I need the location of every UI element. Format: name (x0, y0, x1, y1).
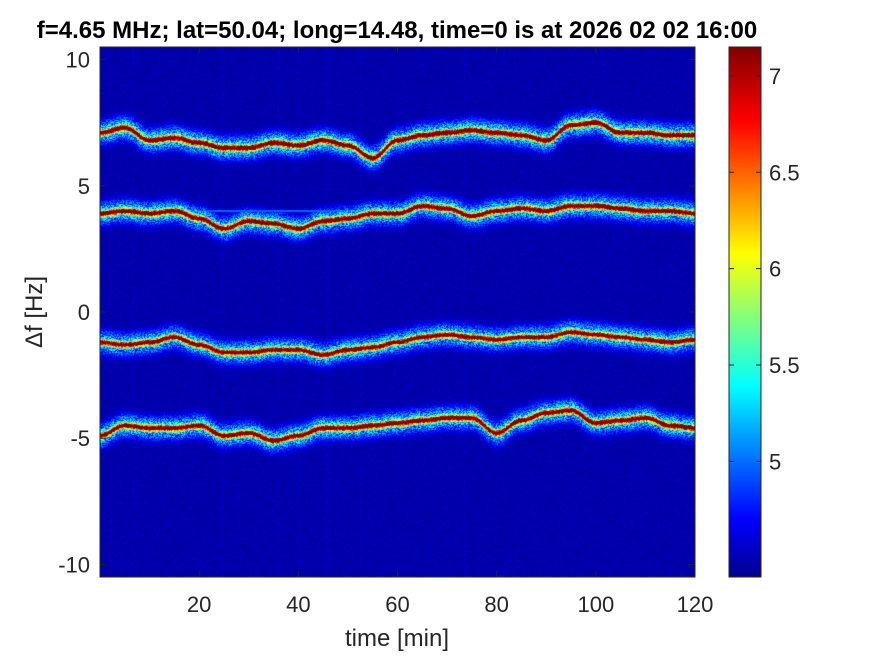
colorbar (728, 46, 762, 578)
colorbar-tick-label: 5 (769, 449, 781, 474)
x-tick-label: 120 (677, 592, 714, 617)
x-tick-label: 60 (385, 592, 409, 617)
x-tick-label: 20 (187, 592, 211, 617)
y-axis-ticks: -10 -5 0 5 10 (58, 48, 695, 577)
x-tick-label: 100 (577, 592, 614, 617)
y-tick-label: 5 (78, 174, 90, 199)
x-tick-label: 80 (484, 592, 508, 617)
y-tick-label: -5 (70, 426, 90, 451)
colorbar-tick-label: 6.5 (769, 160, 800, 185)
spectrogram-heatmap (100, 47, 695, 577)
y-tick-label: -10 (58, 552, 90, 577)
y-tick-label: 0 (78, 300, 90, 325)
colorbar-tick-label: 7 (769, 64, 781, 89)
x-tick-label: 40 (286, 592, 310, 617)
y-axis-label: Δf [Hz] (21, 276, 48, 348)
colorbar-tick-label: 6 (769, 257, 781, 282)
y-tick-label: 10 (66, 48, 90, 73)
x-axis-label: time [min] (345, 625, 449, 652)
chart-title: f=4.65 MHz; lat=50.04; long=14.48, time=… (37, 17, 757, 44)
x-axis-ticks: 20 40 60 80 100 120 (187, 47, 713, 617)
colorbar-tick-label: 5.5 (769, 353, 800, 378)
colorbar-ticks: 5 5.5 6 6.5 7 (729, 64, 800, 474)
